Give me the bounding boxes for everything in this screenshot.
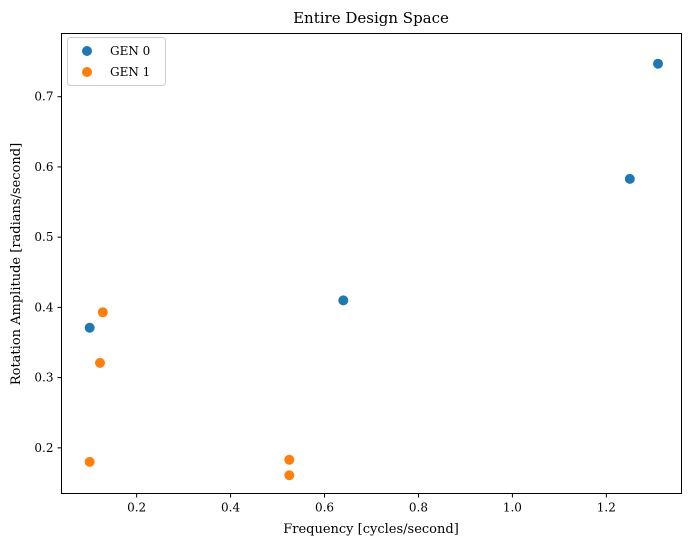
legend-label-gen1: GEN 1 bbox=[110, 65, 150, 79]
x-tick-label: 1.0 bbox=[503, 501, 522, 515]
y-tick-label: 0.6 bbox=[34, 160, 53, 174]
data-points bbox=[84, 58, 664, 481]
x-tick-label: 0.8 bbox=[409, 501, 428, 515]
point-gen0 bbox=[84, 322, 95, 333]
chart-title: Entire Design Space bbox=[293, 9, 449, 27]
x-axis-label: Frequency [cycles/second] bbox=[283, 522, 459, 537]
y-tick-label: 0.4 bbox=[34, 300, 53, 314]
y-tick-label: 0.2 bbox=[34, 441, 53, 455]
point-gen1 bbox=[284, 470, 295, 481]
point-gen1 bbox=[284, 454, 295, 465]
y-axis: 0.2 0.3 0.4 0.5 0.6 0.7 bbox=[34, 90, 62, 455]
point-gen0 bbox=[338, 295, 349, 306]
y-tick-label: 0.7 bbox=[34, 90, 53, 104]
x-tick-label: 0.6 bbox=[315, 501, 334, 515]
point-gen0 bbox=[624, 173, 635, 184]
legend-marker-gen0 bbox=[82, 46, 92, 56]
x-tick-label: 1.2 bbox=[597, 501, 616, 515]
y-tick-label: 0.5 bbox=[34, 230, 53, 244]
point-gen1 bbox=[95, 357, 106, 368]
legend-box bbox=[67, 37, 166, 86]
point-gen1 bbox=[97, 307, 108, 318]
y-axis-label: Rotation Amplitude [radians/second] bbox=[9, 143, 24, 385]
x-axis: 0.2 0.4 0.6 0.8 1.0 1.2 bbox=[127, 493, 616, 515]
legend-marker-gen1 bbox=[82, 67, 92, 77]
legend-label-gen0: GEN 0 bbox=[110, 44, 150, 58]
point-gen1 bbox=[84, 456, 95, 467]
x-tick-label: 0.2 bbox=[127, 501, 146, 515]
x-tick-label: 0.4 bbox=[221, 501, 240, 515]
legend: GEN 0 GEN 1 bbox=[67, 37, 166, 86]
y-tick-label: 0.3 bbox=[34, 371, 53, 385]
plot-area bbox=[61, 33, 682, 494]
point-gen0 bbox=[653, 58, 664, 69]
